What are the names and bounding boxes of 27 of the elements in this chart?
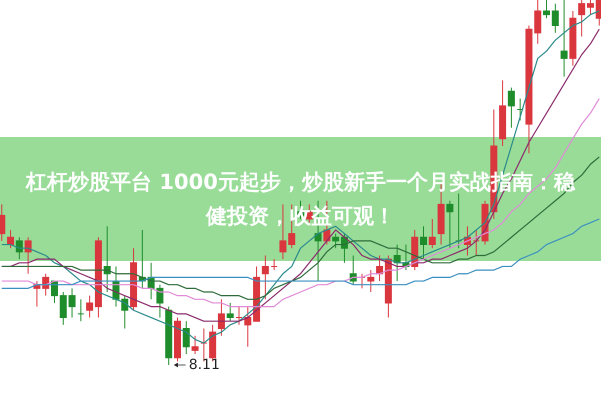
candlestick xyxy=(472,229,480,256)
candlestick xyxy=(552,3,559,34)
candlestick xyxy=(77,298,84,322)
candlestick xyxy=(420,226,428,260)
annotation: 8.11 xyxy=(188,357,220,373)
candlestick xyxy=(235,306,242,326)
candlestick xyxy=(455,192,462,249)
candlestick xyxy=(104,226,111,292)
candlestick xyxy=(218,298,225,336)
candlestick xyxy=(182,320,190,355)
candlestick xyxy=(16,236,23,260)
candlestick xyxy=(156,284,164,318)
candlestick xyxy=(226,302,234,322)
candlestick xyxy=(192,335,199,355)
candlestick xyxy=(24,236,32,274)
candlestick xyxy=(543,0,550,19)
candlestick xyxy=(446,200,454,249)
candlestick xyxy=(578,0,586,37)
candlestick xyxy=(508,87,515,128)
candlestick xyxy=(367,270,374,292)
candlestick xyxy=(270,258,278,271)
candlestick xyxy=(560,0,568,78)
candlestick xyxy=(516,98,524,121)
candlestick xyxy=(428,218,436,249)
candlestick xyxy=(332,233,340,249)
candlestick xyxy=(262,255,269,300)
candlestick xyxy=(86,295,94,318)
